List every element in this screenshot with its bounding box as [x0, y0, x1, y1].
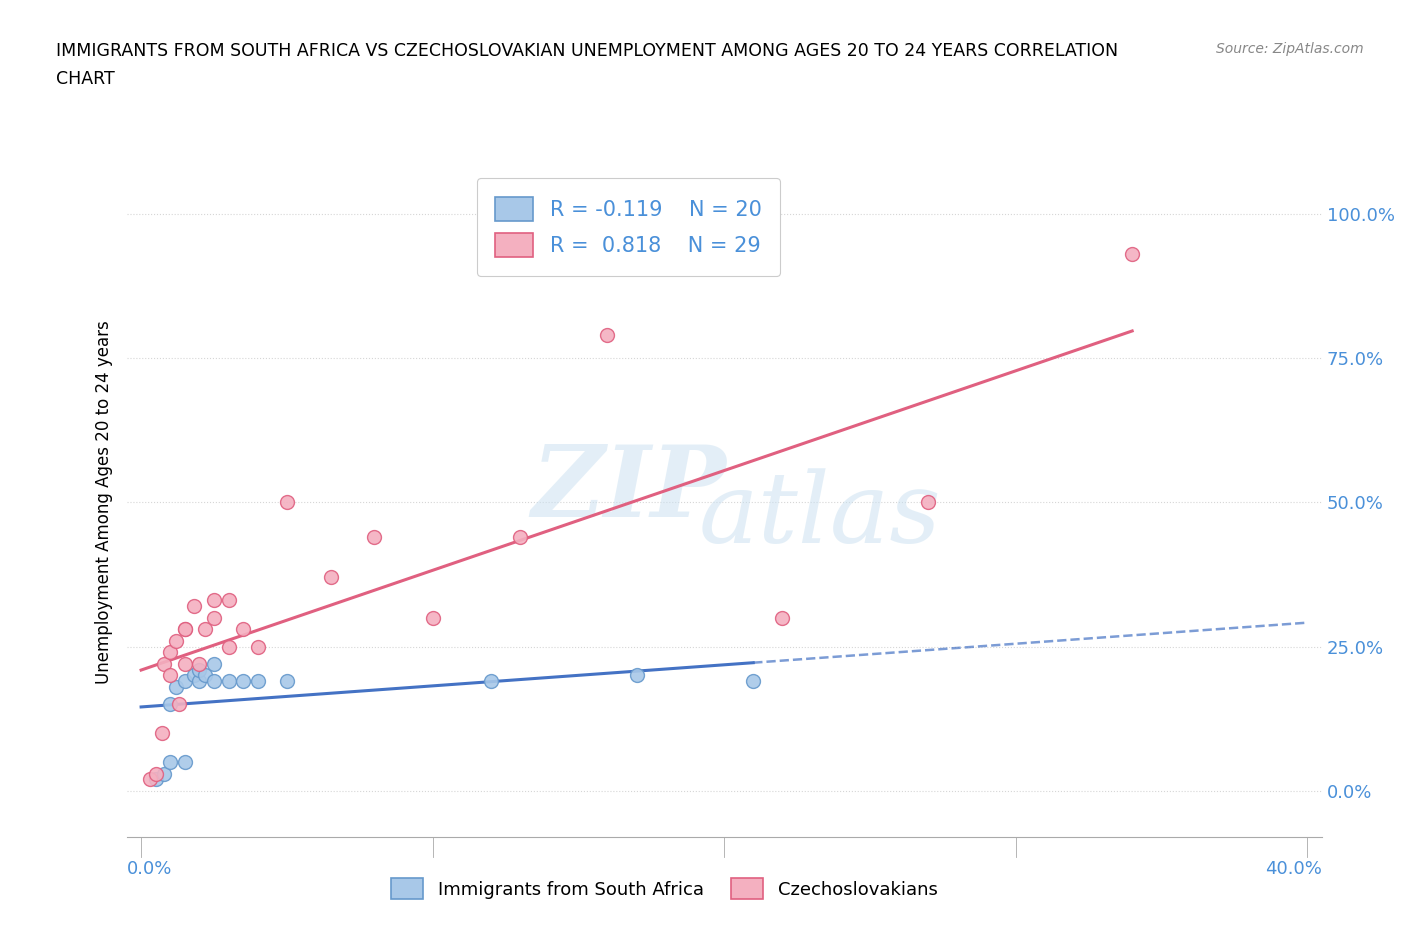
- Point: [165, 680, 187, 695]
- Point: [218, 639, 240, 654]
- Point: [167, 697, 190, 711]
- Point: [150, 725, 173, 740]
- Point: [139, 772, 162, 787]
- Point: [194, 622, 217, 637]
- Point: [202, 657, 225, 671]
- Point: [145, 772, 167, 787]
- Point: [173, 622, 195, 637]
- Point: [276, 495, 298, 510]
- Point: [183, 668, 205, 683]
- Point: [188, 662, 211, 677]
- Point: [188, 673, 211, 688]
- Point: [363, 529, 385, 544]
- Text: Source: ZipAtlas.com: Source: ZipAtlas.com: [1216, 42, 1364, 56]
- Point: [422, 610, 444, 625]
- Point: [202, 593, 225, 608]
- Point: [159, 668, 181, 683]
- Point: [479, 673, 502, 688]
- Point: [153, 766, 176, 781]
- Point: [202, 610, 225, 625]
- Point: [509, 529, 531, 544]
- Y-axis label: Unemployment Among Ages 20 to 24 years: Unemployment Among Ages 20 to 24 years: [94, 320, 112, 684]
- Point: [173, 754, 195, 769]
- Point: [173, 673, 195, 688]
- Point: [183, 599, 205, 614]
- Point: [153, 657, 176, 671]
- Point: [218, 593, 240, 608]
- Text: ZIP: ZIP: [531, 441, 725, 537]
- Point: [1121, 246, 1143, 261]
- Point: [202, 673, 225, 688]
- Point: [276, 673, 298, 688]
- Point: [246, 639, 269, 654]
- Point: [770, 610, 793, 625]
- Point: [626, 668, 648, 683]
- Point: [218, 673, 240, 688]
- Text: CHART: CHART: [56, 70, 115, 87]
- Point: [159, 697, 181, 711]
- Point: [319, 570, 342, 585]
- Point: [917, 495, 939, 510]
- Point: [188, 657, 211, 671]
- Point: [173, 657, 195, 671]
- Point: [246, 673, 269, 688]
- Point: [159, 754, 181, 769]
- Point: [159, 644, 181, 659]
- Point: [596, 327, 619, 342]
- Point: [232, 622, 254, 637]
- Point: [165, 633, 187, 648]
- Text: atlas: atlas: [699, 468, 941, 564]
- Legend: Immigrants from South Africa, Czechoslovakians: Immigrants from South Africa, Czechoslov…: [382, 870, 946, 909]
- Point: [232, 673, 254, 688]
- Point: [742, 673, 765, 688]
- Point: [173, 622, 195, 637]
- Text: 40.0%: 40.0%: [1265, 860, 1322, 878]
- Point: [145, 766, 167, 781]
- Text: 0.0%: 0.0%: [127, 860, 172, 878]
- Text: IMMIGRANTS FROM SOUTH AFRICA VS CZECHOSLOVAKIAN UNEMPLOYMENT AMONG AGES 20 TO 24: IMMIGRANTS FROM SOUTH AFRICA VS CZECHOSL…: [56, 42, 1118, 60]
- Point: [194, 668, 217, 683]
